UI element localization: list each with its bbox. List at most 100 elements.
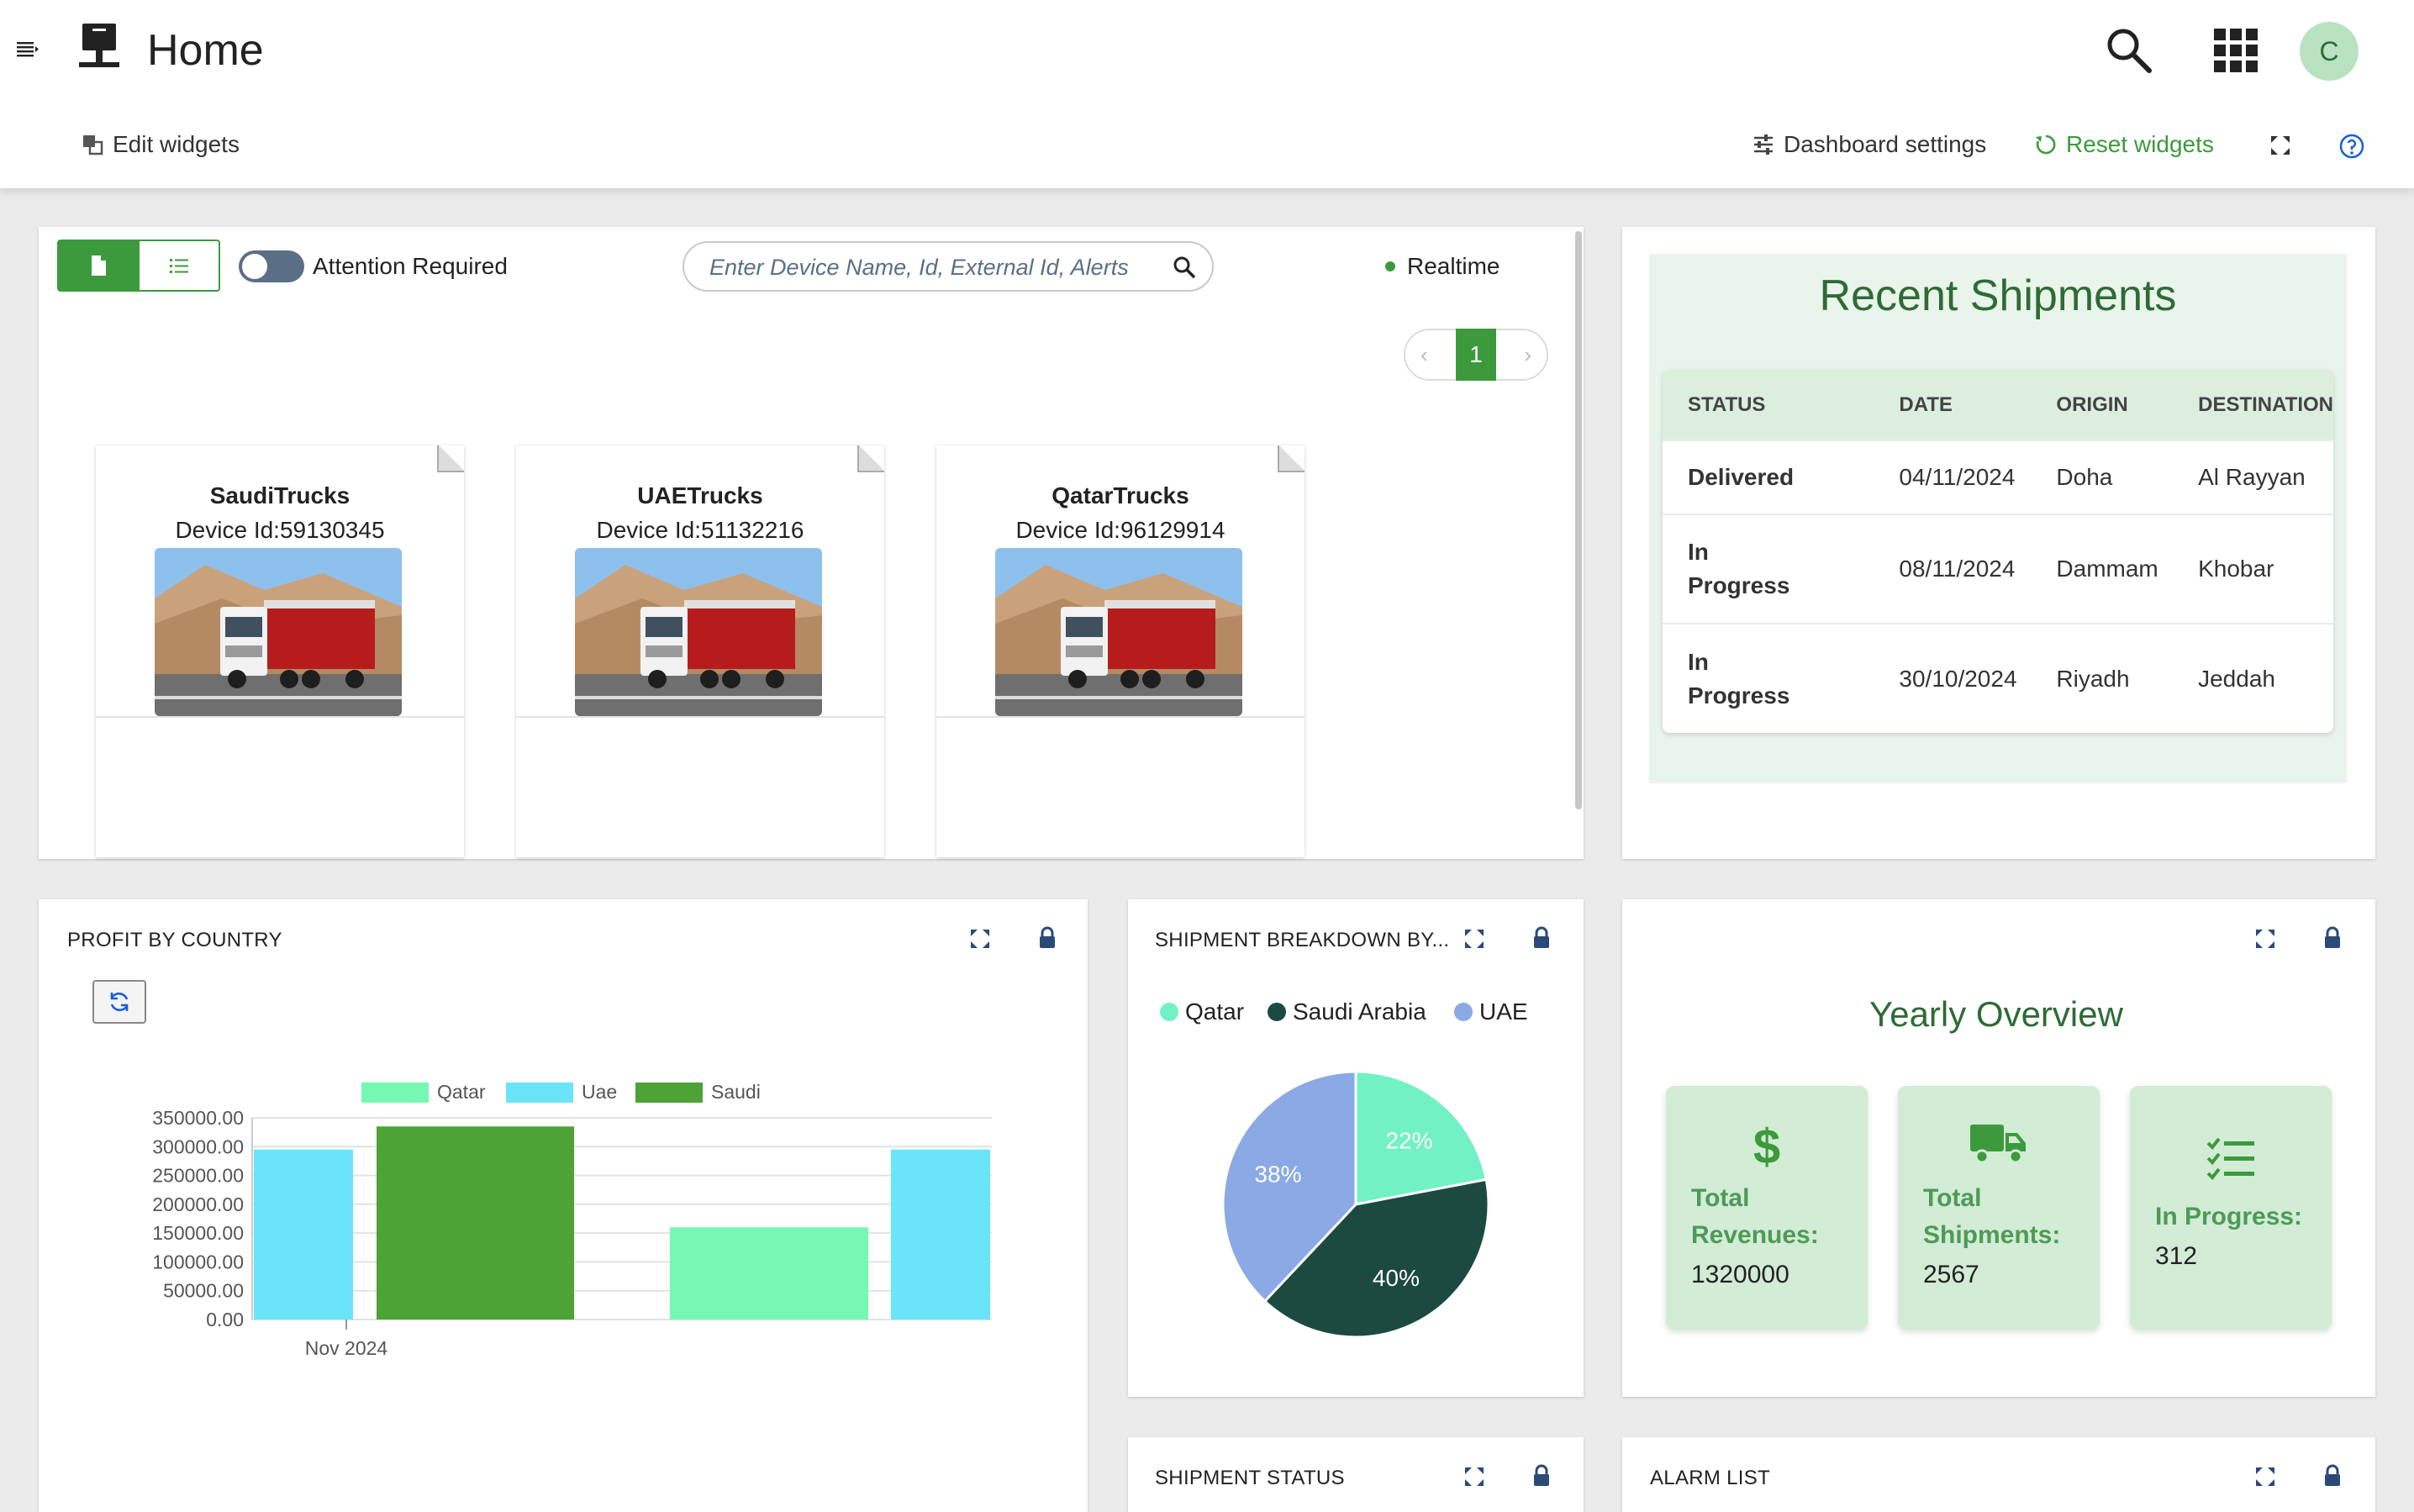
expand-icon[interactable]: [1463, 1465, 1486, 1488]
y-tick-label: 0.00: [206, 1309, 244, 1330]
legend-item[interactable]: Qatar: [1160, 998, 1244, 1025]
search-icon[interactable]: [1172, 255, 1197, 280]
column-header: ORIGIN: [2031, 370, 2174, 440]
apps-grid-icon[interactable]: [2212, 27, 2259, 74]
legend-item[interactable]: Saudi Arabia: [1268, 998, 1426, 1025]
profit-bar-chart: 0.00 50000.00 100000.00 150000.00 200000.00 2…: [152, 1107, 992, 1359]
device-id: Device Id:51132216: [596, 517, 804, 543]
expand-icon[interactable]: [2253, 1465, 2277, 1488]
legend-item[interactable]: UAE: [1454, 998, 1528, 1025]
origin-cell: Dammam: [2031, 514, 2174, 624]
column-header: STATUS: [1663, 370, 1874, 440]
kpi-label: Total: [1923, 1184, 1982, 1212]
legend-item[interactable]: Saudi: [635, 1081, 761, 1104]
device-card[interactable]: SaudiTrucks Device Id:59130345: [96, 445, 464, 857]
column-header: DESTINATION: [2173, 370, 2333, 440]
vertical-scrollbar[interactable]: [1575, 231, 1582, 809]
current-page[interactable]: 1: [1456, 329, 1496, 381]
legend-swatch: [506, 1082, 573, 1103]
alarm-list-widget: [1622, 1437, 2375, 1512]
search-icon[interactable]: [2104, 25, 2154, 76]
device-search-box: [683, 241, 1214, 292]
y-tick-label: 350000.00: [152, 1107, 244, 1129]
recent-shipments-panel: Recent Shipments STATUS DATE ORIGIN DEST…: [1649, 254, 2347, 783]
recent-shipments-title: Recent Shipments: [1819, 271, 2177, 320]
legend-swatch: [1160, 1003, 1178, 1021]
expand-icon[interactable]: [1463, 927, 1486, 951]
lock-icon[interactable]: [1530, 1464, 1553, 1488]
truck-image: [155, 548, 402, 716]
legend-label: Qatar: [437, 1081, 486, 1103]
legend-swatch: [1454, 1003, 1473, 1021]
realtime-label: Realtime: [1407, 253, 1500, 279]
lock-icon[interactable]: [2321, 1464, 2344, 1488]
expand-icon[interactable]: [968, 927, 992, 951]
lock-icon[interactable]: [1036, 926, 1059, 950]
destination-cell: Khobar: [2173, 514, 2333, 624]
edit-widgets-button[interactable]: Edit widgets: [81, 131, 240, 158]
bar-saudi[interactable]: [377, 1126, 574, 1320]
user-avatar[interactable]: C: [2300, 22, 2359, 81]
menu-toggle-icon[interactable]: [15, 37, 40, 62]
refresh-icon: [110, 992, 129, 1012]
expand-icon[interactable]: [2253, 927, 2277, 951]
bar-uae[interactable]: [891, 1149, 990, 1320]
kpi-label: In Progress:: [2155, 1203, 2303, 1230]
page-fold-icon: [1278, 445, 1305, 472]
page-title: Home: [147, 26, 264, 75]
truck-icon: [1970, 1125, 2026, 1164]
widget-title: SHIPMENT BREAKDOWN BY...: [1155, 929, 1450, 951]
legend-item[interactable]: Qatar: [361, 1081, 486, 1104]
legend-swatch: [361, 1082, 429, 1103]
kpi-card-revenues: $ Total Revenues: 1320000: [1666, 1086, 1868, 1330]
y-tick-label: 200000.00: [152, 1193, 244, 1215]
grid-view-button[interactable]: [59, 241, 138, 290]
help-icon[interactable]: [2338, 133, 2365, 160]
realtime-indicator[interactable]: Realtime: [1385, 253, 1500, 280]
pagination: ‹ 1 ›: [1404, 329, 1548, 381]
bar-uae[interactable]: [254, 1149, 353, 1320]
shipments-table: STATUS DATE ORIGIN DESTINATION Delivered…: [1663, 370, 2333, 733]
list-view-button[interactable]: [138, 241, 219, 290]
kpi-card-shipments: Total Shipments: 2567: [1898, 1086, 2100, 1330]
device-card[interactable]: QatarTrucks Device Id:96129914: [936, 445, 1305, 857]
truck-image: [995, 548, 1242, 716]
y-tick-label: 100000.00: [152, 1251, 244, 1272]
reset-widgets-button[interactable]: Reset widgets: [2034, 131, 2214, 158]
pie-slice-uae[interactable]: [1221, 1070, 1357, 1304]
pie-value-label: 38%: [1254, 1161, 1301, 1187]
table-row: In Progress 30/10/2024 Riyadh Jeddah: [1663, 623, 2333, 733]
device-name: SaudiTrucks: [209, 482, 351, 508]
attention-required-label: Attention Required: [313, 253, 508, 279]
lock-icon[interactable]: [2321, 926, 2344, 950]
legend-label: Saudi: [711, 1081, 761, 1103]
dashboard-settings-button[interactable]: Dashboard settings: [1752, 131, 1986, 158]
checklist-icon: [2206, 1137, 2254, 1180]
lock-icon[interactable]: [1530, 926, 1553, 950]
next-page-button[interactable]: ›: [1524, 341, 1531, 367]
shipment-status-widget: [1128, 1437, 1584, 1512]
edit-widgets-icon: [83, 135, 103, 155]
bar-qatar[interactable]: [670, 1227, 868, 1320]
widget-title: ALARM LIST: [1650, 1467, 1771, 1489]
x-tick-label: Nov 2024: [305, 1337, 388, 1359]
date-cell: 30/10/2024: [1874, 623, 2032, 733]
attention-required-toggle[interactable]: [239, 250, 304, 282]
device-card[interactable]: UAETrucks Device Id:51132216: [516, 445, 884, 857]
view-toggle: [57, 240, 220, 292]
pie-slice-qatar[interactable]: [1354, 1070, 1488, 1206]
refresh-button[interactable]: [92, 980, 146, 1024]
destination-cell: Jeddah: [2173, 623, 2333, 733]
status-dot: [1385, 261, 1395, 271]
device-name: UAETrucks: [637, 482, 763, 508]
prev-page-button[interactable]: ‹: [1420, 341, 1428, 367]
y-tick-label: 50000.00: [163, 1280, 244, 1302]
device-search-input[interactable]: [709, 253, 1146, 282]
kpi-value: 2567: [1923, 1261, 1979, 1288]
fullscreen-icon[interactable]: [2269, 134, 2292, 157]
legend-item[interactable]: Uae: [506, 1081, 617, 1104]
y-tick-label: 150000.00: [152, 1222, 244, 1244]
shipment-pie-chart: 22% 40% 38%: [1221, 1070, 1490, 1339]
pie-slice-saudi-arabia[interactable]: [1262, 1177, 1490, 1339]
kpi-label: Shipments:: [1923, 1221, 2061, 1249]
